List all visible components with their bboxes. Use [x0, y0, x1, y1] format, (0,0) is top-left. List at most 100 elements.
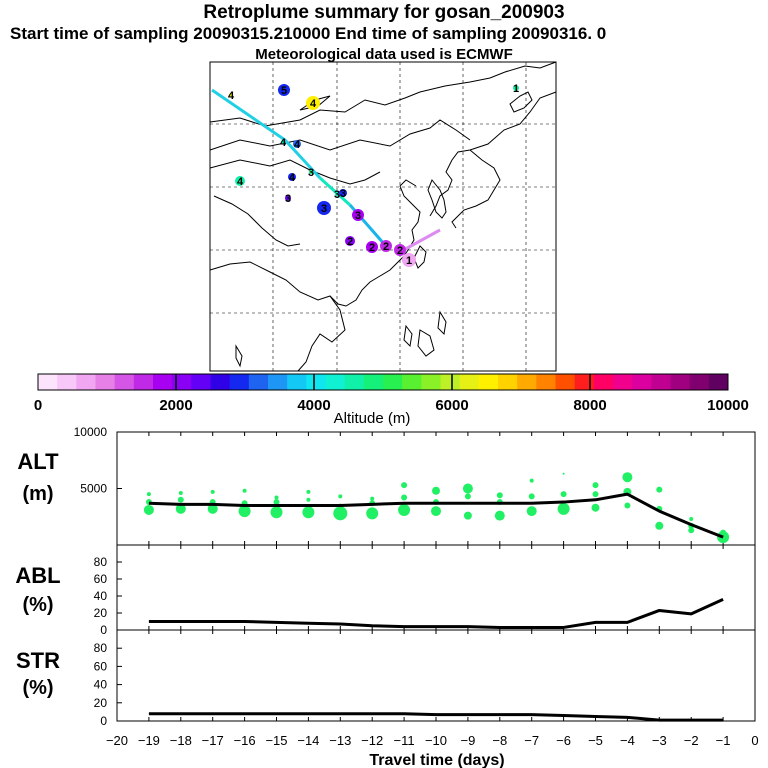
- map-frame: [209, 61, 557, 372]
- colorbar-segment: [287, 374, 307, 390]
- colorbar-segment: [651, 374, 671, 390]
- altitude-cluster-point: [370, 496, 375, 501]
- y-tick-label: 60: [94, 572, 108, 586]
- altitude-cluster-point: [592, 482, 599, 489]
- map-marker: 5: [278, 84, 290, 97]
- altitude-cluster-point: [302, 506, 315, 519]
- altitude-cluster-point: [463, 511, 472, 520]
- altitude-cluster-point: [306, 489, 311, 494]
- colorbar-segment: [191, 374, 211, 390]
- x-tick-label: −3: [652, 733, 667, 748]
- map-marker-label: 4: [294, 139, 301, 151]
- colorbar-segment: [555, 374, 576, 390]
- altitude-cluster-point: [622, 472, 633, 483]
- map-marker-label: 4: [228, 90, 235, 102]
- colorbar-segment: [210, 374, 231, 390]
- colorbar-tick-label: 8000: [573, 397, 606, 414]
- altitude-cluster-point: [494, 510, 505, 521]
- colorbar-label: Altitude (m): [334, 410, 411, 427]
- map-marker: 4: [235, 176, 245, 188]
- map-marker-label: 3: [334, 189, 340, 201]
- altitude-cluster-point: [496, 492, 503, 499]
- map-marker: 3: [308, 167, 314, 179]
- colorbar-segment: [114, 374, 135, 390]
- x-tick-label: −13: [329, 733, 351, 748]
- time-series-panels: ALT (m) 5000 10000 ABL (%) 0 20 40 60 80 STR (%) 0 20 4…: [15, 425, 756, 728]
- panel-frame: [116, 544, 756, 631]
- colorbar-segment: [229, 374, 250, 390]
- colorbar-segment: [363, 374, 384, 390]
- map-marker: 4: [293, 139, 301, 151]
- map-marker-label: 4: [237, 176, 244, 188]
- x-tick-label: −16: [234, 733, 256, 748]
- map-marker-label: 3: [308, 167, 314, 179]
- x-tick-label: −1: [716, 733, 731, 748]
- colorbar-segment: [268, 374, 288, 390]
- map-marker: 1: [402, 253, 416, 267]
- map-marker-label: 4: [280, 137, 287, 149]
- altitude-cluster-point: [462, 483, 473, 494]
- x-tick-label: −5: [588, 733, 603, 748]
- map-marker-label: 4: [289, 172, 296, 184]
- colorbar-segment: [95, 374, 116, 390]
- y-tick-label: 40: [94, 678, 108, 692]
- map-marker: 4: [288, 172, 296, 184]
- map-marker: 2: [345, 236, 355, 248]
- map-marker: 3: [334, 189, 340, 201]
- colorbar-segment: [248, 374, 269, 390]
- map-marker: 4: [280, 137, 287, 149]
- map-marker: 4: [228, 90, 235, 102]
- x-tick-label: −6: [556, 733, 571, 748]
- panel-y-label: (m): [22, 483, 53, 505]
- colorbar-segment: [670, 374, 691, 390]
- colorbar-segment: [459, 374, 480, 390]
- x-tick-label: −17: [202, 733, 224, 748]
- y-tick-label: 80: [94, 641, 108, 655]
- altitude-cluster-point: [401, 482, 408, 489]
- trajectory-segment: [318, 176, 352, 207]
- altitude-cluster-point: [688, 527, 695, 534]
- altitude-cluster-point: [526, 506, 537, 517]
- colorbar-frame: [37, 373, 729, 391]
- met-data-note: Meteorological data used is ECMWF: [255, 46, 513, 63]
- map-marker: 3: [317, 201, 331, 215]
- colorbar-tick-label: 6000: [435, 397, 468, 414]
- colorbar-segment: [76, 374, 96, 390]
- x-tick-label: −20: [106, 733, 128, 748]
- map-marker-label: 3: [355, 210, 361, 222]
- y-tick-label: 40: [94, 589, 108, 603]
- colorbar-segment: [325, 374, 346, 390]
- altitude-cluster-point: [333, 506, 348, 521]
- x-tick-label: −7: [524, 733, 539, 748]
- map-marker: 2: [380, 240, 392, 253]
- altitude-cluster-point: [591, 503, 600, 512]
- colorbar-segment: [172, 374, 192, 390]
- map-marker: 3: [339, 188, 347, 200]
- colorbar-segment: [613, 374, 633, 390]
- altitude-cluster-point: [624, 502, 631, 509]
- map-marker-label: 3: [340, 188, 346, 200]
- altitude-cluster-point: [273, 499, 280, 506]
- panel-y-label: ABL: [15, 563, 60, 588]
- map-marker-label: 1: [406, 255, 412, 267]
- altitude-cluster-point: [655, 521, 664, 530]
- colorbar-tick-label: 0: [34, 397, 42, 414]
- trajectory-segment: [211, 88, 322, 180]
- y-tick-label: 80: [94, 555, 108, 569]
- map-marker: 2: [394, 244, 406, 257]
- altitude-cluster-point: [689, 517, 694, 522]
- colorbar-segment: [421, 374, 441, 390]
- altitude-cluster-point: [242, 488, 247, 493]
- x-tick-label: −18: [170, 733, 192, 748]
- panel-abl: ABL (%) 0 20 40 60 80: [15, 544, 756, 637]
- altitude-cluster-point: [177, 496, 184, 503]
- map-marker-label: 4: [310, 98, 317, 110]
- altitude-cluster-point: [528, 493, 535, 500]
- x-axis-label: Travel time (days): [369, 752, 504, 768]
- map-marker-label: 3: [321, 203, 327, 215]
- altitude-cluster-point: [338, 494, 343, 499]
- x-tick-label: −9: [460, 733, 475, 748]
- altitude-cluster-point: [401, 494, 408, 501]
- colorbar-segment: [440, 374, 461, 390]
